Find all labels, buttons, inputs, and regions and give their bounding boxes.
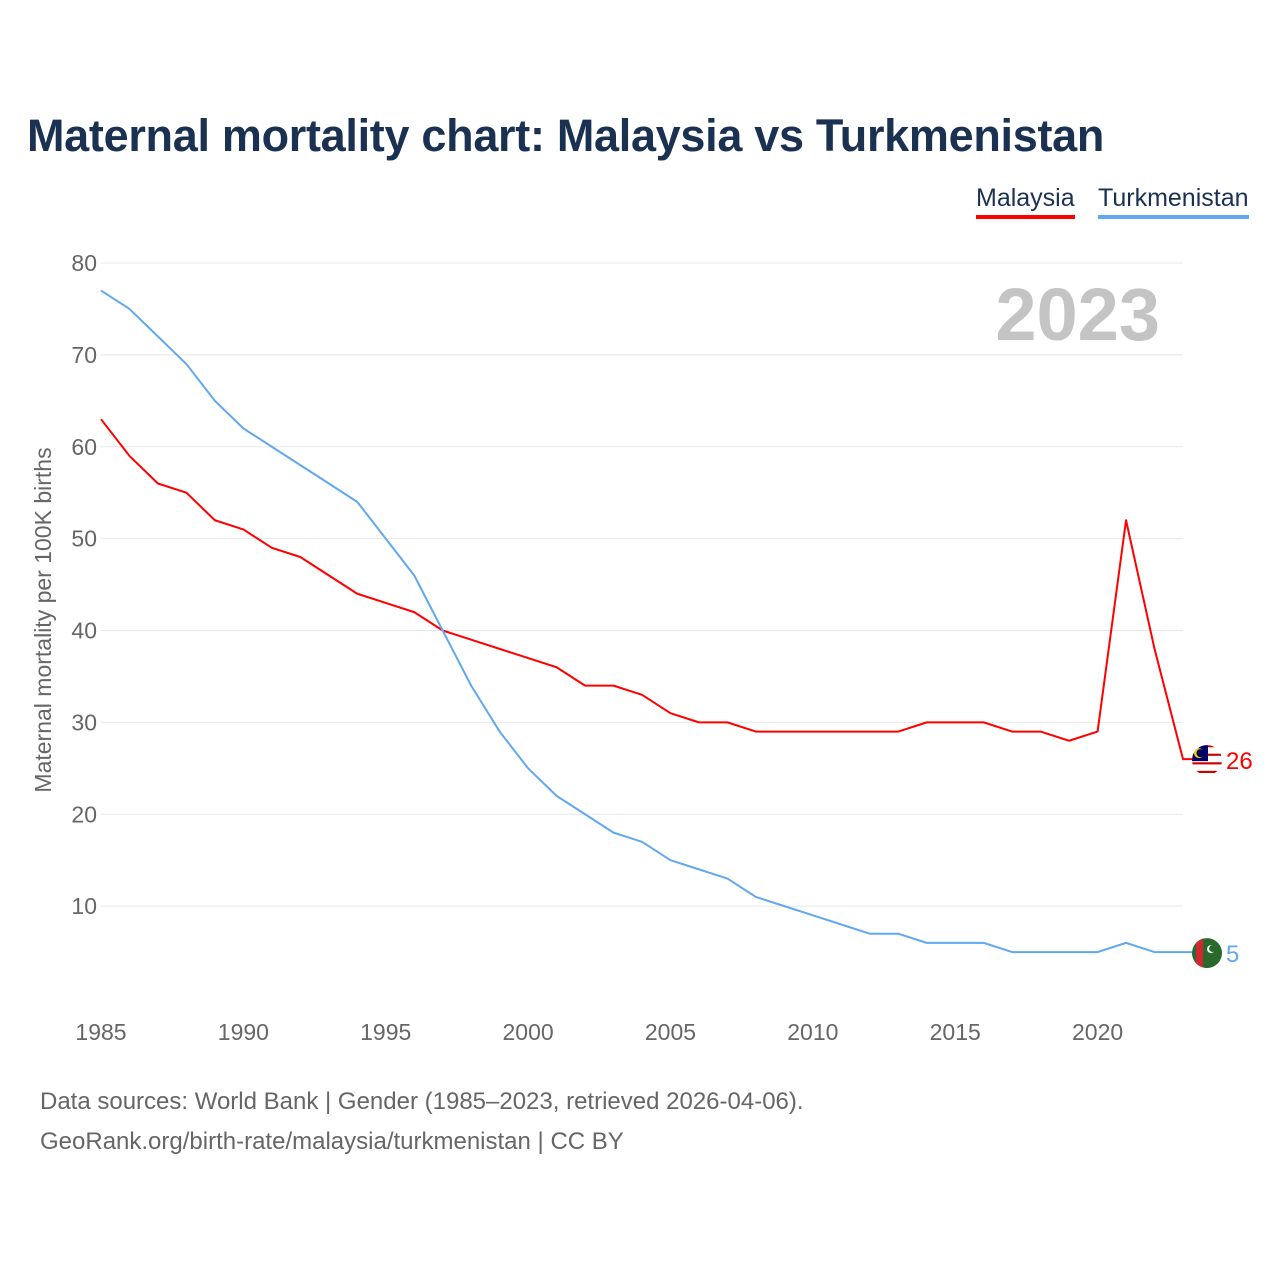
x-tick-label: 2005: [645, 1019, 696, 1045]
y-tick-label: 80: [71, 250, 97, 276]
x-tick-label: 1985: [75, 1019, 126, 1045]
series-line-turkmenistan: [100, 289, 1195, 954]
y-tick-label: 30: [71, 709, 97, 735]
y-tick-label: 50: [71, 526, 97, 552]
y-tick-label: 70: [71, 342, 97, 368]
y-tick-label: 60: [71, 434, 97, 460]
legend-turkmenistan[interactable]: Turkmenistan: [1098, 184, 1249, 219]
legend-malaysia[interactable]: Malaysia: [976, 184, 1075, 219]
flag-malaysia-icon: [1192, 745, 1222, 776]
year-watermark: 2023: [995, 273, 1160, 356]
flag-turkmenistan-icon: [1192, 938, 1222, 969]
series-line-malaysia: [100, 418, 1195, 761]
y-axis-label: Maternal mortality per 100K births: [30, 447, 56, 792]
footer-sources: Data sources: World Bank | Gender (1985–…: [40, 1088, 804, 1115]
y-tick-label: 20: [71, 801, 97, 827]
end-value-label-turkmenistan: 5: [1226, 941, 1239, 968]
end-value-label-malaysia: 26: [1226, 748, 1253, 775]
x-tick-label: 2015: [930, 1019, 981, 1045]
y-tick-label: 10: [71, 893, 97, 919]
x-tick-label: 2000: [503, 1019, 554, 1045]
x-tick-label: 2010: [787, 1019, 838, 1045]
footer-link[interactable]: GeoRank.org/birth-rate/malaysia/turkmeni…: [40, 1128, 624, 1155]
chart-title: Maternal mortality chart: Malaysia vs Tu…: [27, 110, 1105, 161]
y-tick-label: 40: [71, 618, 97, 644]
x-tick-label: 1995: [360, 1019, 411, 1045]
x-tick-label: 1990: [218, 1019, 269, 1045]
x-tick-label: 2020: [1072, 1019, 1123, 1045]
